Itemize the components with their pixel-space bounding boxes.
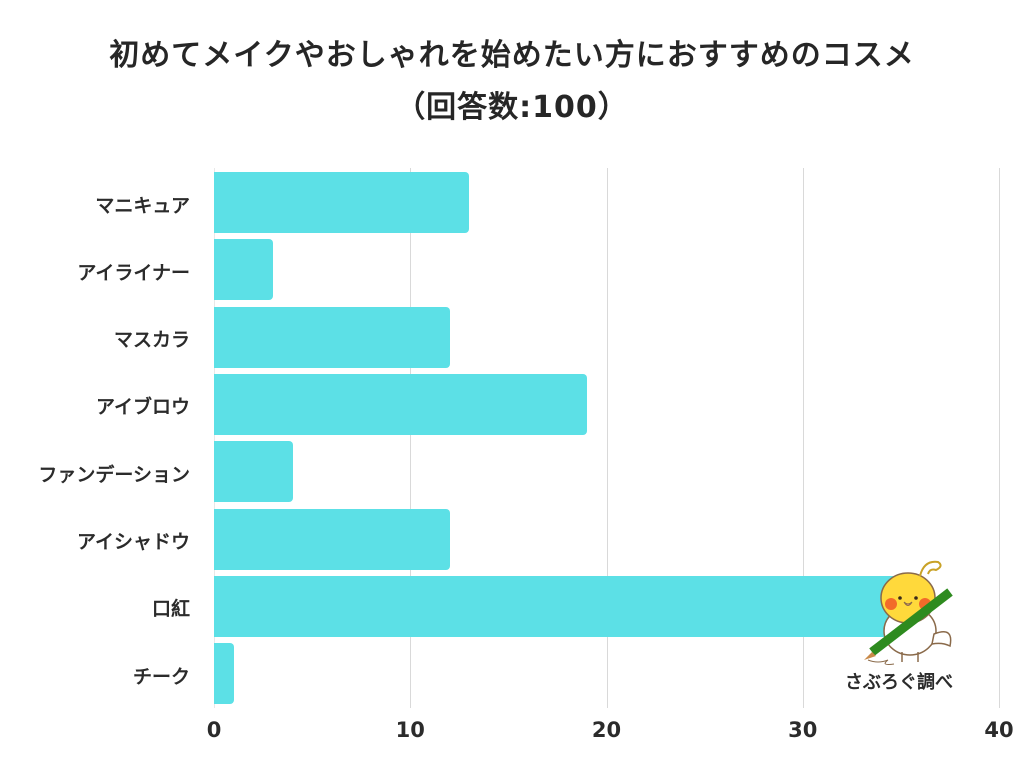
y-axis-label: マニキュア	[95, 194, 190, 217]
gridline	[606, 168, 608, 708]
x-axis-tick: 40	[984, 718, 1014, 742]
bar	[214, 306, 450, 368]
gridline	[410, 168, 412, 708]
bar	[214, 172, 470, 233]
bar	[214, 239, 273, 301]
y-axis-label: ファンデーション	[38, 463, 190, 486]
y-axis-label: アイシャドウ	[76, 531, 190, 553]
y-axis-label: アイブロウ	[95, 396, 190, 419]
chart-subtitle: （回答数:100）	[395, 90, 629, 125]
gridline	[214, 168, 215, 708]
x-axis-tick: 0	[206, 718, 222, 742]
gridline	[802, 168, 804, 708]
y-axis-label: アイライナー	[77, 261, 190, 284]
bar	[214, 643, 234, 705]
y-axis-label: 口紅	[151, 598, 190, 621]
plot-area	[214, 168, 1000, 708]
bar	[214, 508, 450, 570]
chart-title: 初めてメイクやおしゃれを始めたい方におすすめのコスメ	[109, 38, 915, 73]
y-axis-label: チーク	[132, 665, 190, 688]
y-axis-label: マスカラ	[113, 329, 190, 352]
x-axis-tick: 10	[395, 718, 425, 742]
bird-mascot-icon	[864, 560, 953, 665]
bar	[214, 441, 293, 503]
x-axis-tick: 30	[788, 718, 818, 742]
source-credit: さぶろぐ調べ	[845, 672, 953, 693]
x-axis-tick: 20	[591, 718, 622, 742]
bar	[214, 575, 921, 637]
bar	[214, 373, 587, 435]
gridline	[999, 168, 1000, 708]
